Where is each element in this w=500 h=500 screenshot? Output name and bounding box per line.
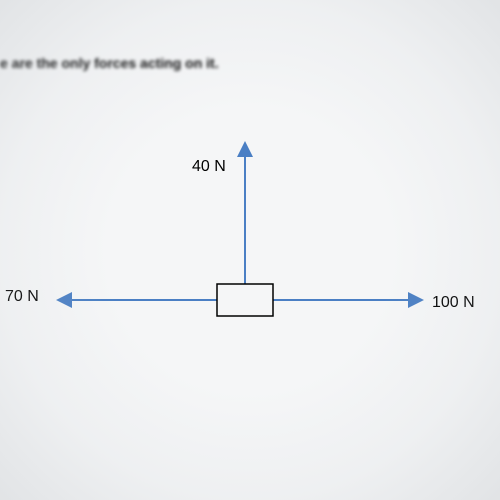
force-arrows	[60, 145, 420, 300]
force-label-left: 70 N	[5, 288, 39, 306]
force-label-right: 100 N	[432, 294, 475, 312]
force-label-up: 40 N	[192, 158, 226, 176]
force-diagram	[0, 0, 500, 500]
paper-background: e are the only forces acting on it. 40 N…	[0, 0, 500, 500]
center-box	[217, 284, 273, 316]
